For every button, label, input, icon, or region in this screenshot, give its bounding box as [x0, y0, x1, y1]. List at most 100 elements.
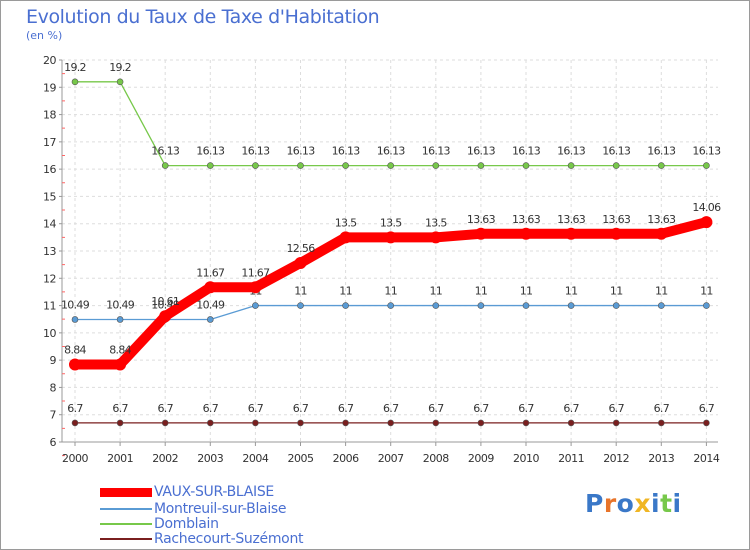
data-point: [339, 231, 352, 244]
y-tick-label: 9: [50, 354, 57, 367]
data-label: 6.7: [293, 402, 309, 415]
data-label: 11: [610, 285, 623, 298]
x-tick-label: 2011: [558, 452, 584, 465]
data-point: [69, 358, 81, 371]
data-point: [387, 419, 395, 427]
data-point: [294, 257, 307, 270]
data-point: [252, 162, 259, 169]
data-label: 11: [655, 285, 668, 298]
data-label: 11: [429, 285, 442, 298]
data-label: 11: [294, 285, 307, 298]
legend-label: Montreuil-sur-Blaise: [154, 501, 287, 517]
data-label: 16.13: [332, 145, 361, 158]
data-point: [249, 281, 262, 294]
chart-subtitle: (en %): [26, 29, 63, 42]
data-label: 16.13: [241, 145, 270, 158]
data-label: 13.63: [557, 213, 586, 226]
data-point: [116, 419, 124, 427]
data-label: 11: [475, 285, 488, 298]
data-label: 6.7: [428, 402, 444, 415]
data-label: 10.49: [196, 298, 225, 311]
data-label: 19.2: [64, 61, 86, 74]
legend-label: Domblain: [154, 516, 219, 532]
data-label: 6.7: [383, 402, 399, 415]
data-point: [114, 358, 127, 371]
data-point: [207, 162, 214, 169]
y-tick-label: 19: [43, 81, 56, 94]
data-point: [387, 162, 395, 169]
data-point: [71, 78, 79, 86]
x-tick-label: 2008: [423, 452, 449, 465]
legend-item-montreuil-sur-blaise: Montreuil-sur-Blaise: [100, 501, 287, 517]
data-point: [520, 227, 532, 240]
logo-letter: i: [672, 489, 682, 518]
data-point: [522, 419, 530, 427]
y-tick-label: 8: [50, 381, 57, 394]
data-label: 11: [565, 285, 578, 298]
data-label: 6.7: [67, 402, 83, 415]
x-tick-label: 2000: [62, 452, 88, 465]
data-label: 16.13: [196, 145, 225, 158]
legend-swatch: [100, 487, 152, 497]
data-point: [161, 419, 169, 427]
y-tick-label: 18: [43, 109, 56, 122]
legend-label: Rachecourt-Suzémont: [154, 531, 304, 547]
x-tick-label: 2012: [603, 452, 629, 465]
data-point: [567, 162, 575, 169]
data-label: 12.56: [287, 242, 316, 255]
x-tick-label: 2006: [333, 452, 359, 465]
data-label: 13.63: [512, 213, 541, 226]
data-point: [703, 162, 710, 169]
data-point: [432, 162, 440, 169]
data-point: [657, 419, 665, 427]
data-point: [657, 302, 665, 309]
data-point: [387, 302, 395, 309]
data-label: 6.7: [338, 402, 354, 415]
data-label: 8.84: [109, 344, 131, 357]
y-tick-label: 7: [50, 409, 57, 422]
x-tick-label: 2014: [693, 452, 719, 465]
data-point: [655, 227, 668, 240]
logo-letter: P: [585, 489, 604, 518]
y-tick-label: 10: [43, 327, 56, 340]
y-tick-label: 15: [43, 190, 56, 203]
logo-letter: i: [651, 489, 661, 518]
data-label: 8.84: [64, 344, 86, 357]
x-tick-label: 2013: [648, 452, 674, 465]
data-point: [612, 419, 620, 427]
data-point: [297, 162, 304, 169]
data-point: [342, 419, 349, 427]
data-label: 11: [520, 285, 533, 298]
data-label: 13.63: [467, 213, 496, 226]
data-point: [477, 419, 485, 427]
data-label: 16.13: [377, 145, 406, 158]
y-tick-label: 17: [43, 136, 56, 149]
data-point: [342, 162, 349, 169]
data-point: [71, 316, 79, 323]
data-label: 16.13: [287, 145, 316, 158]
data-point: [161, 162, 169, 169]
data-point: [159, 310, 172, 323]
data-point: [204, 281, 217, 294]
data-point: [384, 231, 397, 244]
data-label: 10.61: [151, 295, 179, 308]
chart-title: Evolution du Taux de Taxe d'Habitation: [26, 6, 380, 28]
y-tick-label: 12: [43, 272, 56, 285]
data-point: [207, 419, 214, 427]
data-point: [565, 227, 578, 240]
y-tick-label: 14: [43, 218, 56, 231]
data-point: [297, 302, 304, 309]
data-label: 16.13: [692, 145, 721, 158]
data-point: [612, 162, 620, 169]
data-label: 11: [339, 285, 352, 298]
x-tick-label: 2009: [468, 452, 494, 465]
data-point: [429, 231, 442, 244]
legend-swatch: [100, 538, 152, 540]
y-tick-label: 13: [43, 245, 56, 258]
data-point: [116, 78, 124, 86]
data-point: [522, 302, 530, 309]
data-point: [567, 419, 575, 427]
data-point: [297, 419, 304, 427]
data-point: [116, 316, 124, 323]
